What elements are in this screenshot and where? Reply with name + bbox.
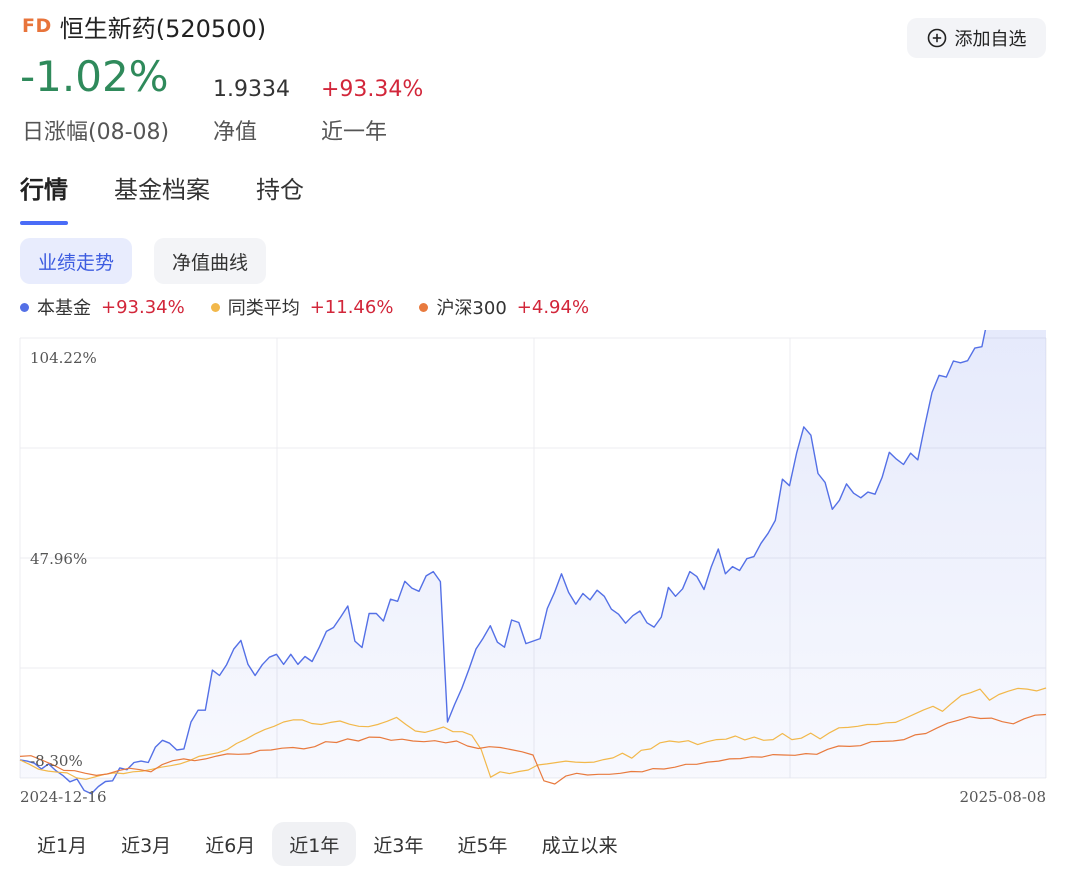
chart-labels: 104.22% 47.96% -8.30% 2024-12-16 2025-08… [20,349,1046,806]
year-return-label: 近一年 [321,120,388,145]
period-5y[interactable]: 近5年 [457,834,508,857]
y-tick-label-top: 104.22% [30,349,97,367]
fund-header: FD 恒生新药(520500) [22,8,266,44]
period-6m[interactable]: 近6月 [205,834,256,857]
legend-value-peer-average: +11.46% [309,296,394,318]
legend-name-peer-average: 同类平均 [227,298,300,319]
legend-item-fund: 本基金 +93.34% [20,294,185,320]
nav-value: 1.9334 [213,77,290,102]
period-1y[interactable]: 近1年 [272,822,357,866]
fund-name: 恒生新药(520500) [59,14,267,43]
series-line-fund [19,330,987,795]
chart-series [19,330,1047,795]
legend-dot-peer-average [210,302,220,312]
nav-label: 净值 [213,120,258,145]
tab-fund-profile[interactable]: 基金档案 [114,176,210,204]
legend-value-fund: +93.34% [101,296,185,318]
subtab-performance[interactable]: 业绩走势 [20,238,132,284]
tab-holdings[interactable]: 持仓 [256,176,304,204]
add-watchlist-label: 添加自选 [954,29,1027,50]
legend-name-csi300: 沪深300 [436,298,507,319]
period-1m[interactable]: 近1月 [37,834,88,857]
period-3m[interactable]: 近3月 [121,834,172,857]
year-return-value: +93.34% [321,77,424,102]
legend-dot-csi300 [419,302,429,312]
legend-item-peer-average: 同类平均 +11.46% [210,294,394,320]
daily-change-label: 日涨幅(08-08) [22,120,170,145]
legend-dot-fund [20,302,29,312]
subtab-nav-curve[interactable]: 净值曲线 [154,238,266,284]
plus-circle-icon [927,28,946,48]
x-tick-label-start: 2024-12-16 [20,788,106,806]
legend-item-csi300: 沪深300 +4.94% [419,294,589,320]
daily-change-value: -1.02% [20,52,169,101]
tab-market[interactable]: 行情 [20,170,68,225]
main-tabs: 行情 基金档案 持仓 [20,170,350,225]
period-selector: 近1月 近3月 近6月 近1年 近3年 近5年 成立以来 [20,822,635,866]
x-tick-label-end: 2025-08-08 [960,788,1046,806]
period-3y[interactable]: 近3年 [373,834,424,857]
fd-logo: FD [22,15,52,37]
y-tick-label-bottom: -8.30% [30,752,83,770]
series-line-csi300 [19,713,1047,785]
add-watchlist-button[interactable]: 添加自选 [907,18,1046,58]
legend-name-fund: 本基金 [37,298,91,319]
fund-area-fill [20,330,1046,794]
chart-legend: 本基金 +93.34% 同类平均 +11.46% 沪深300 +4.94% [20,294,615,320]
period-since-inception[interactable]: 成立以来 [541,834,618,857]
performance-chart[interactable]: 104.22% 47.96% -8.30% 2024-12-16 2025-08… [0,330,1080,810]
y-tick-label-middle: 47.96% [30,550,87,568]
legend-value-csi300: +4.94% [516,296,590,318]
